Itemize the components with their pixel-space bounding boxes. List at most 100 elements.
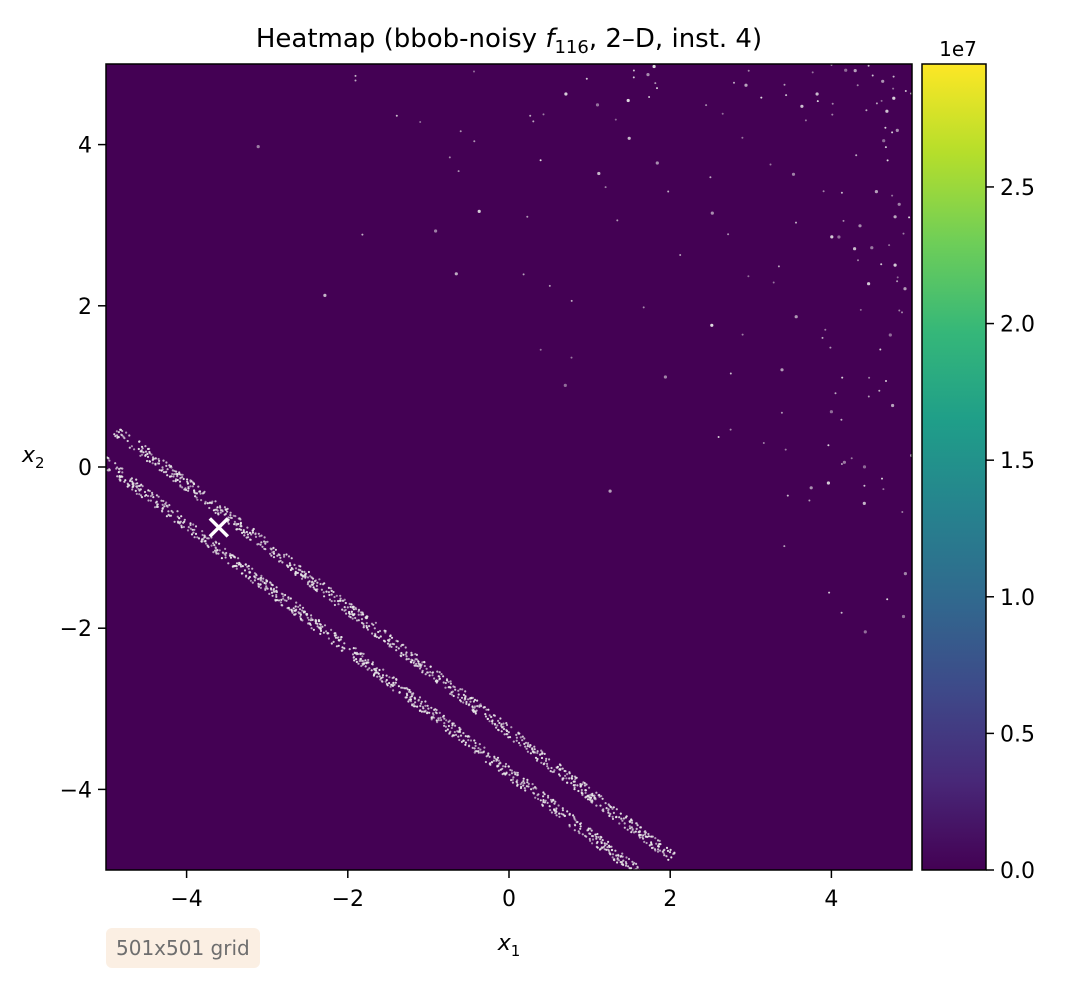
valley-point — [507, 731, 510, 734]
valley-point — [631, 828, 634, 831]
valley-point — [410, 651, 413, 655]
valley-point — [606, 846, 609, 849]
valley-point — [635, 827, 638, 831]
valley-point — [519, 736, 522, 739]
valley-point — [392, 689, 395, 692]
valley-point — [121, 475, 124, 478]
valley-point — [295, 572, 298, 575]
valley-point — [633, 831, 636, 834]
valley-point — [187, 487, 190, 490]
valley-point — [599, 804, 602, 807]
noise-point — [710, 323, 714, 327]
valley-point — [227, 562, 230, 565]
valley-point — [275, 599, 279, 602]
valley-point — [102, 460, 104, 462]
valley-point — [438, 671, 441, 674]
valley-point — [186, 529, 190, 532]
valley-point — [502, 722, 505, 725]
valley-point — [493, 714, 496, 717]
valley-point — [601, 797, 604, 800]
noise-point — [354, 74, 357, 77]
optimum-marker-stroke — [208, 517, 230, 538]
valley-point — [661, 850, 664, 853]
valley-point — [446, 728, 449, 731]
valley-point — [561, 809, 565, 812]
valley-point — [486, 754, 490, 757]
valley-point — [287, 565, 290, 569]
valley-point — [539, 799, 542, 802]
valley-point — [487, 708, 490, 711]
valley-point — [574, 778, 577, 781]
valley-point — [116, 475, 119, 478]
noise-point — [656, 87, 658, 90]
valley-point — [634, 822, 638, 825]
valley-point — [588, 786, 591, 789]
valley-point — [523, 737, 526, 740]
noise-point — [816, 100, 819, 103]
valley-point — [521, 739, 524, 742]
valley-point — [579, 785, 582, 788]
valley-point — [542, 763, 545, 766]
valley-point — [543, 752, 546, 756]
valley-point — [609, 812, 612, 816]
valley-point — [404, 687, 407, 690]
valley-point — [169, 514, 173, 517]
valley-point — [251, 531, 254, 534]
valley-point — [576, 784, 579, 787]
valley-point — [459, 734, 463, 737]
noise-point — [862, 465, 867, 469]
noise-point — [884, 146, 887, 149]
valley-point — [351, 617, 354, 620]
valley-point — [357, 608, 361, 612]
valley-point — [253, 572, 256, 575]
noise-point — [880, 99, 883, 102]
valley-point — [577, 830, 580, 833]
valley-point — [430, 717, 433, 720]
valley-point — [656, 839, 660, 842]
valley-point — [134, 482, 137, 485]
valley-point — [258, 535, 261, 538]
valley-point — [168, 504, 171, 507]
valley-point — [587, 827, 590, 830]
valley-point — [659, 843, 662, 846]
valley-point — [405, 658, 408, 661]
valley-point — [379, 635, 382, 638]
valley-point — [620, 817, 623, 820]
valley-point — [563, 814, 566, 818]
valley-point — [570, 776, 573, 780]
noise-point — [744, 83, 748, 87]
valley-point — [246, 533, 249, 536]
noise-point — [881, 79, 885, 83]
valley-point — [417, 699, 420, 702]
valley-point — [371, 661, 374, 664]
valley-point — [280, 604, 283, 607]
valley-point — [530, 788, 533, 791]
valley-point — [278, 560, 281, 563]
noise-point — [829, 346, 832, 349]
valley-point — [333, 595, 336, 599]
valley-point — [265, 586, 268, 590]
noise-point — [892, 75, 895, 78]
valley-point — [389, 685, 392, 688]
valley-point — [354, 616, 357, 620]
valley-point — [602, 808, 605, 811]
valley-point — [146, 452, 149, 455]
valley-point — [573, 786, 576, 789]
valley-point — [435, 712, 438, 715]
valley-point — [271, 594, 274, 597]
valley-point — [141, 485, 144, 488]
valley-point — [343, 647, 346, 650]
valley-point — [344, 608, 347, 612]
valley-point — [130, 445, 133, 448]
noise-point — [780, 368, 784, 372]
valley-point — [519, 744, 522, 747]
valley-point — [135, 478, 138, 481]
valley-point — [185, 488, 188, 492]
valley-point — [405, 655, 408, 658]
valley-point — [625, 862, 628, 865]
valley-point — [243, 569, 247, 572]
valley-point — [189, 527, 192, 530]
valley-point — [479, 748, 482, 751]
valley-point — [362, 624, 365, 627]
valley-point — [415, 662, 418, 666]
